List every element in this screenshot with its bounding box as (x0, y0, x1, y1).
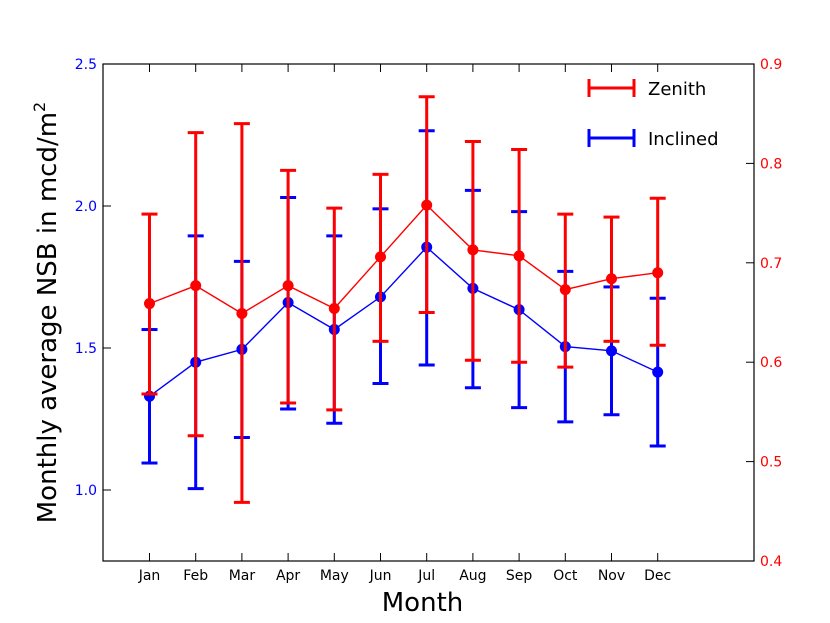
zenith-point (328, 303, 340, 315)
zenith-line (149, 204, 658, 315)
plot-frame (102, 63, 755, 562)
zenith-point (421, 199, 433, 211)
right-axis-tick-label: 0.9 (760, 57, 782, 73)
x-axis-title: Month (382, 588, 464, 618)
left-axis-tick-label: 1.0 (75, 483, 97, 499)
zenith-point (190, 280, 202, 292)
x-axis-tick-label: Oct (553, 568, 578, 584)
y-axis-title: Monthly average NSB in mcd/m2 (30, 102, 63, 524)
inclined-point (606, 345, 617, 357)
x-axis-tick-label: Jan (138, 568, 161, 584)
legend-entry-inclined: Inclined (587, 129, 719, 150)
x-axis-tick-label: Sep (506, 568, 533, 584)
left-axis-tick-label: 2.5 (75, 57, 97, 73)
x-axis-tick-label: Nov (598, 568, 625, 584)
inclined-line (149, 246, 658, 397)
x-axis-tick-label: Dec (644, 568, 671, 584)
legend: Zenith Inclined (587, 79, 719, 150)
right-axis-tick-label: 0.4 (760, 554, 782, 570)
x-axis-tick-label: Jun (369, 568, 392, 584)
x-axis-tick-label: Mar (229, 568, 256, 584)
zenith-point (282, 280, 294, 292)
legend-inclined-label: Inclined (648, 129, 719, 150)
zenith-point (513, 250, 525, 262)
x-axis-tick-label: Apr (276, 568, 300, 584)
right-axis-tick-label: 0.8 (760, 156, 782, 172)
x-axis-tick-label: Aug (459, 568, 486, 584)
series-layer (141, 95, 666, 504)
x-axis-tick-label: Jul (417, 568, 435, 584)
axes-layer: 1.0 1.5 2.0 2.5 0.4 0.5 0.6 0.7 0.8 0.9 Jan Feb Mar A… (75, 57, 783, 584)
zenith-point (559, 284, 571, 296)
zenith-point (467, 244, 479, 256)
y-axis-title-main: Monthly average NSB in mcd/m (33, 112, 63, 523)
zenith-point (236, 307, 248, 319)
zenith-point (144, 298, 155, 310)
left-axis-tick-label: 2.0 (75, 199, 97, 215)
right-axis-tick-label: 0.7 (760, 256, 782, 272)
legend-entry-zenith: Zenith (587, 79, 706, 100)
left-axis-tick-label: 1.5 (75, 341, 97, 357)
zenith-point (375, 251, 386, 263)
x-axis-tick-label: Feb (183, 568, 208, 584)
zenith-point (606, 273, 617, 285)
right-axis-tick-label: 0.6 (760, 355, 782, 371)
zenith-point (652, 267, 664, 279)
inclined-point (652, 366, 664, 378)
x-axis-tick-label: May (320, 568, 349, 584)
right-axis-tick-label: 0.5 (760, 455, 782, 471)
legend-zenith-label: Zenith (648, 79, 706, 100)
y-axis-title-superscript: 2 (30, 102, 49, 112)
